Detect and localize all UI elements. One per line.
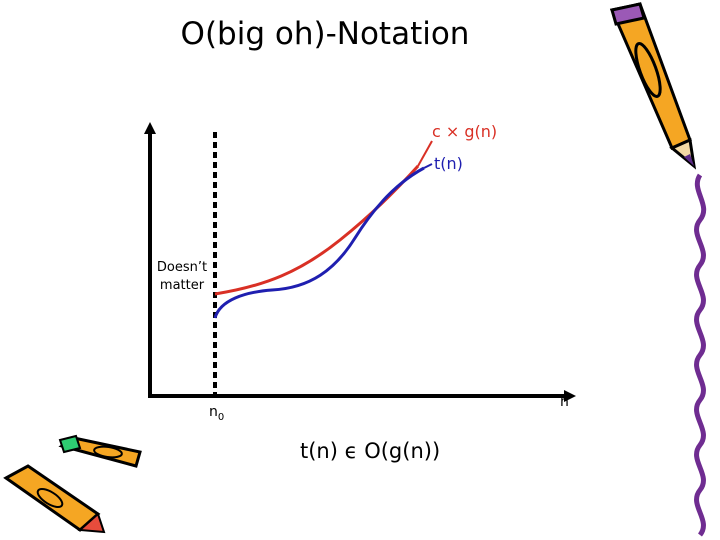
slide-title: O(big oh)-Notation bbox=[180, 16, 470, 52]
crayons-icon bbox=[3, 434, 142, 534]
tn-curve bbox=[213, 166, 425, 319]
squiggle-border bbox=[694, 173, 707, 537]
cg-curve-label: c × g(n) bbox=[432, 122, 497, 141]
cg-label-connector bbox=[417, 140, 433, 167]
n0-label-subscript: 0 bbox=[218, 412, 224, 423]
region-note-line1: Doesn’t bbox=[157, 260, 207, 275]
tn-label-connector bbox=[423, 163, 433, 169]
formula-text: t(n) ϵ O(g(n)) bbox=[300, 439, 441, 463]
n0-label: n0 bbox=[209, 404, 224, 423]
cg-curve bbox=[214, 164, 420, 296]
tn-curve-label: t(n) bbox=[434, 154, 463, 173]
x-axis-label: n bbox=[560, 394, 569, 410]
x-axis-arrowhead bbox=[564, 390, 576, 402]
y-axis-arrowhead bbox=[144, 122, 156, 134]
region-note-line2: matter bbox=[160, 278, 205, 293]
pencil-icon bbox=[609, 2, 697, 170]
region-note-box bbox=[152, 254, 210, 294]
n0-label-main: n bbox=[209, 404, 218, 420]
